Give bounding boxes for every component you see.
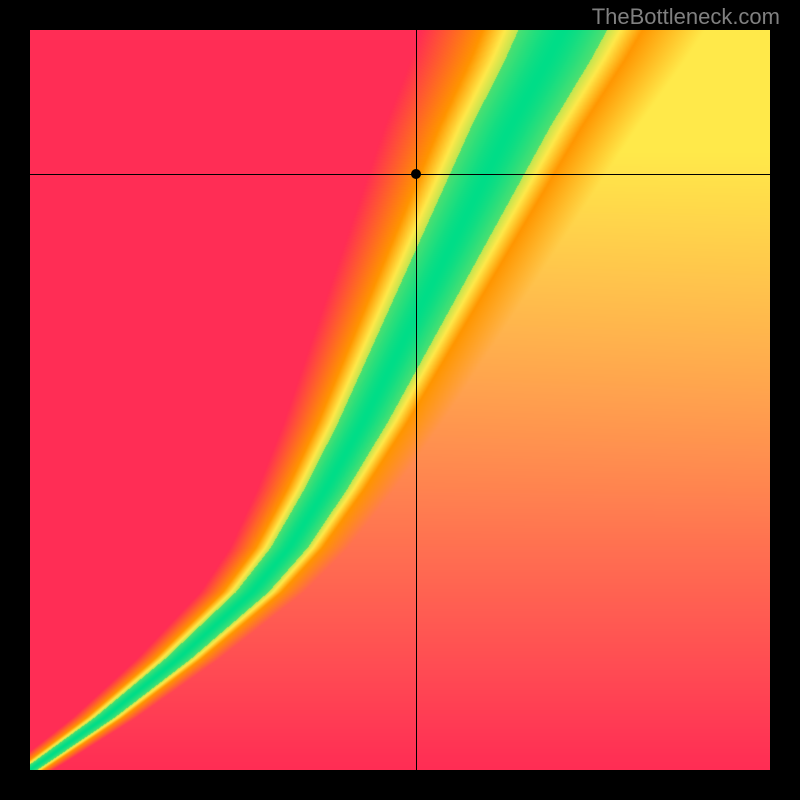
watermark-text: TheBottleneck.com (592, 4, 780, 30)
heatmap-plot (30, 30, 770, 770)
heatmap-canvas (30, 30, 770, 770)
crosshair-horizontal (30, 174, 770, 175)
crosshair-dot (411, 169, 421, 179)
crosshair-vertical (416, 30, 417, 770)
